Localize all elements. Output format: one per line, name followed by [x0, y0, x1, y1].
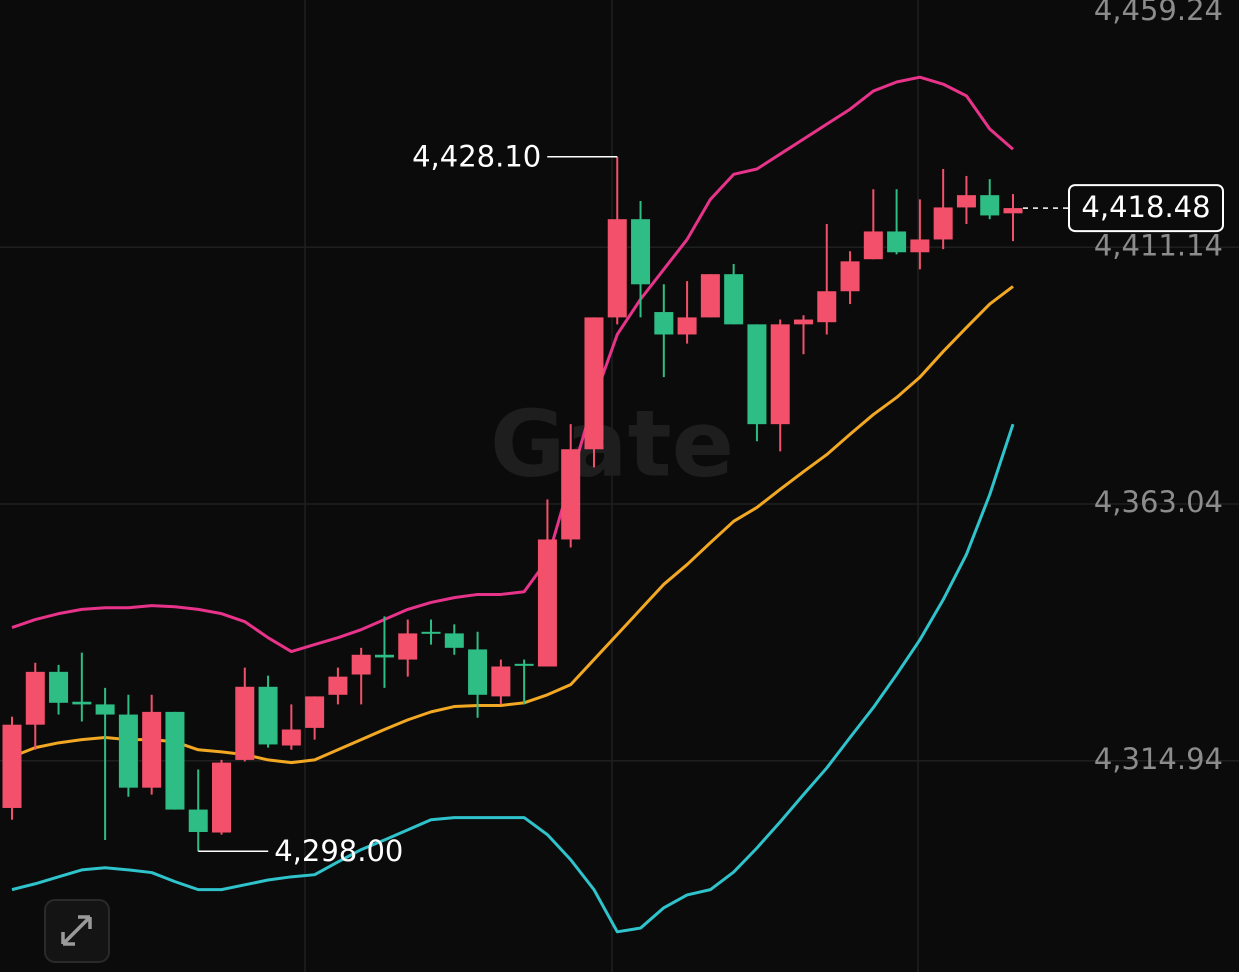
candle-body — [607, 219, 627, 318]
candle-body — [840, 261, 860, 292]
candle-body — [49, 671, 69, 703]
candle-body — [933, 207, 953, 240]
candle-body — [281, 729, 301, 746]
candle-body — [2, 724, 22, 808]
y-tick-label: 4,363.04 — [1094, 485, 1223, 519]
candle-body — [258, 686, 278, 745]
candle-body — [444, 633, 464, 648]
candle-body — [421, 631, 441, 634]
band-line — [11, 423, 1015, 934]
candle-body — [514, 663, 534, 666]
candle-body — [980, 195, 1000, 216]
last-price-box — [1068, 184, 1224, 233]
candle-body — [700, 274, 720, 318]
candle-body — [165, 711, 185, 810]
low-label: 4,298.00 — [274, 834, 403, 868]
candle-body — [561, 449, 581, 540]
candle-body — [491, 666, 511, 697]
candle-body — [584, 317, 604, 450]
candle-body — [235, 686, 255, 760]
candle-body — [398, 633, 418, 660]
candle-body — [95, 704, 115, 715]
watermark: Gate — [490, 390, 734, 497]
candle-body — [887, 231, 907, 253]
candle-body — [468, 649, 488, 695]
expand-button[interactable] — [44, 899, 110, 963]
candle-body — [1003, 208, 1023, 214]
band-line — [11, 75, 1014, 654]
candle-body — [328, 676, 348, 695]
candle-body — [817, 291, 837, 323]
y-tick-label: 4,459.24 — [1094, 0, 1223, 27]
last-price-label: 4,418.48 — [1081, 190, 1210, 224]
candle-body — [747, 324, 767, 425]
candle-body — [863, 231, 883, 260]
candle-body — [25, 671, 45, 725]
candle-body — [351, 654, 371, 675]
high-label: 4,428.10 — [412, 140, 541, 174]
candle-body — [374, 654, 394, 658]
candle-body — [793, 319, 813, 325]
candle-body — [537, 539, 557, 667]
y-tick-label: 4,411.14 — [1094, 228, 1223, 262]
candle-body — [118, 714, 138, 788]
candle-body — [142, 711, 162, 788]
y-tick-label: 4,314.94 — [1094, 742, 1223, 776]
candle-body — [631, 219, 651, 285]
candle-body — [770, 324, 790, 425]
candle-body — [956, 195, 976, 208]
candle-body — [212, 762, 232, 833]
candle-body — [910, 239, 930, 253]
expand-icon[interactable] — [61, 915, 92, 946]
candle-body — [188, 809, 208, 832]
candle-body — [72, 701, 92, 705]
candle-body — [305, 696, 325, 728]
candle-body — [724, 274, 744, 325]
candle-body — [654, 312, 674, 335]
candle-body — [677, 317, 697, 335]
